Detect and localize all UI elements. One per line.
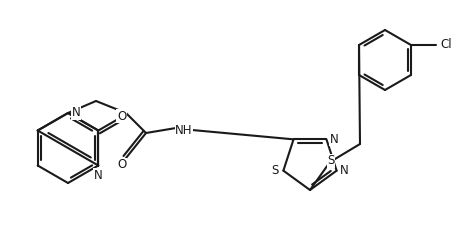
Text: N: N — [94, 169, 102, 182]
Text: N: N — [340, 164, 349, 177]
Text: S: S — [327, 154, 335, 167]
Text: S: S — [272, 164, 279, 177]
Text: Cl: Cl — [440, 39, 452, 52]
Text: N: N — [330, 133, 339, 146]
Text: NH: NH — [175, 123, 193, 136]
Text: O: O — [118, 159, 126, 172]
Text: N: N — [71, 107, 80, 120]
Text: O: O — [117, 109, 126, 122]
